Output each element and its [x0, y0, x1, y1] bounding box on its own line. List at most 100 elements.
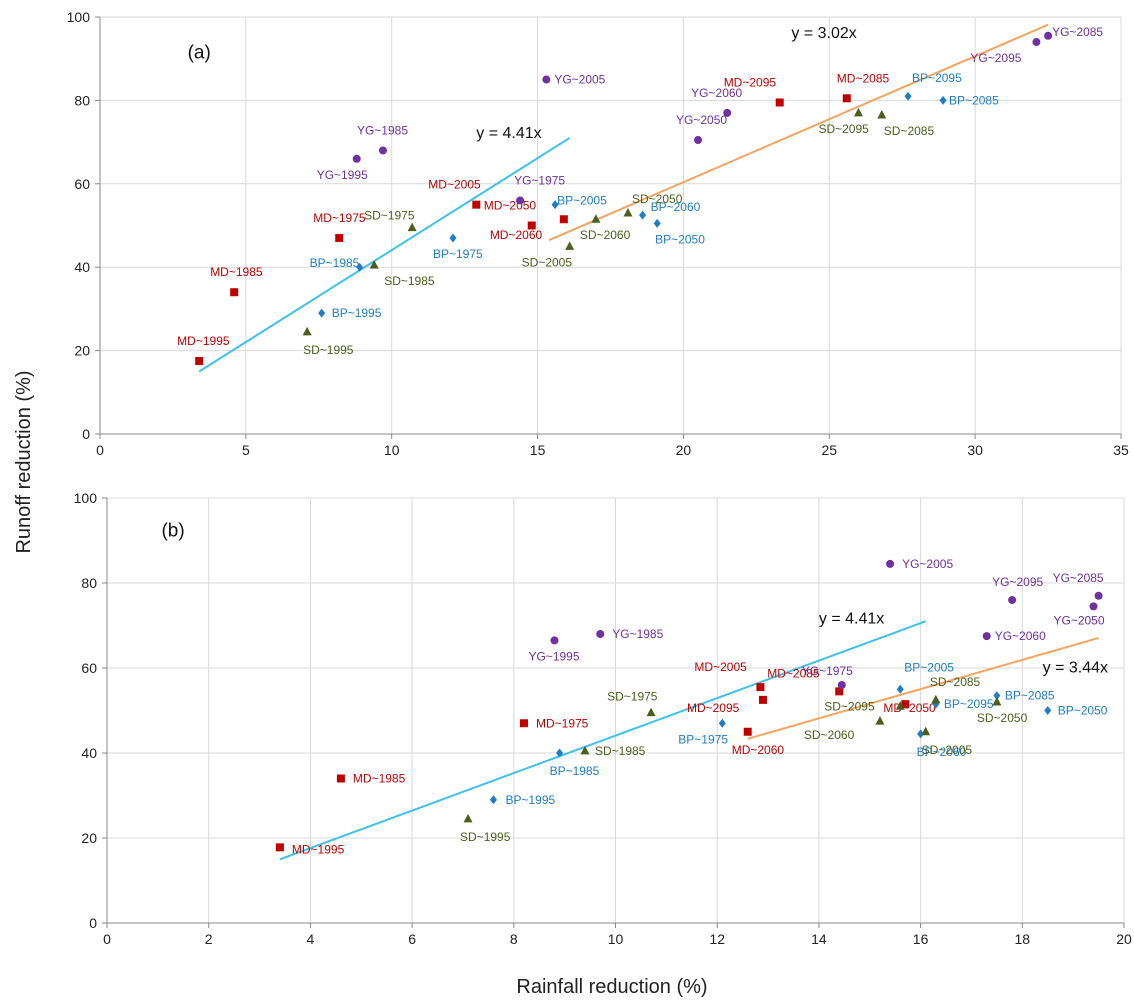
data-point-yg	[352, 154, 361, 163]
x-tick-label: 30	[967, 442, 983, 458]
data-point-md	[756, 683, 765, 692]
x-tick-label: 16	[913, 931, 929, 947]
data-point-sd	[591, 214, 601, 223]
data-point-sd	[875, 716, 885, 725]
data-point-sd	[853, 107, 863, 117]
data-point-label: MD~2050	[883, 701, 936, 715]
fit-line	[198, 137, 571, 373]
x-tick-label: 15	[530, 442, 546, 458]
data-point-label: MD~1995	[292, 842, 345, 856]
data-point-label: BP~2060	[651, 200, 701, 214]
panel-b: 0 2 4 6 8 10 12 14 16 18 20 0 20 40 60 80 100 (b) y = 4.41…	[74, 490, 1132, 947]
data-point-bp	[551, 200, 559, 210]
data-point-label: YG~2050	[1053, 613, 1104, 627]
data-point-label: YG~2060	[691, 86, 742, 100]
y-tick-label: 40	[81, 745, 97, 761]
data-point-sd	[623, 207, 633, 217]
data-point-sd	[992, 697, 1002, 706]
data-point-label: BP~2085	[1005, 689, 1055, 703]
fit-equation-label: y = 4.41x	[819, 610, 884, 627]
data-point-bp	[939, 95, 947, 105]
fit-equation-label: y = 3.44x	[1043, 659, 1108, 676]
y-tick-label: 60	[74, 176, 90, 192]
data-point-yg	[1044, 31, 1053, 40]
data-point-label: SD~2060	[580, 228, 631, 242]
data-point-label: MD~1975	[313, 211, 366, 225]
data-point-label: BP~2005	[904, 660, 954, 674]
data-point-bp	[1044, 706, 1052, 715]
data-point-bp	[917, 729, 925, 739]
data-point-yg	[694, 136, 703, 145]
data-point-bp	[653, 218, 661, 228]
data-point-sd	[877, 109, 887, 119]
data-point-bp	[718, 718, 726, 728]
data-point-md	[335, 234, 344, 243]
data-point-label: BP~2050	[655, 232, 705, 246]
x-tick-label: 20	[1116, 931, 1132, 947]
data-point-label: SD~2085	[930, 675, 981, 689]
data-point-yg	[1032, 38, 1041, 47]
data-point-sd	[369, 260, 379, 269]
data-point-bp	[318, 308, 326, 318]
data-point-sd	[921, 726, 931, 736]
data-point-label: YG~2095	[970, 51, 1021, 65]
y-tick-label: 20	[81, 830, 97, 846]
data-point-label: SD~2050	[632, 192, 683, 206]
data-point-bp	[896, 684, 904, 694]
x-axis-title: Rainfall reduction (%)	[516, 976, 707, 998]
data-point-label: YG~1985	[357, 123, 408, 137]
data-point-md	[275, 843, 284, 852]
y-axis-title: Runoff reduction (%)	[13, 370, 35, 553]
data-point-sd	[463, 813, 473, 823]
data-point-label: BP~1995	[505, 793, 555, 807]
data-point-sd	[407, 222, 417, 232]
fit-line	[747, 636, 1099, 740]
data-point-label: MD~1995	[177, 334, 230, 348]
y-tick-label: 100	[74, 490, 98, 506]
data-point-md	[519, 719, 528, 728]
data-point-md	[527, 221, 536, 230]
data-point-label: YG~2060	[995, 629, 1046, 643]
data-point-yg	[1008, 596, 1017, 604]
data-point-label: BP~2050	[1058, 704, 1108, 718]
data-point-label: MD~2095	[724, 75, 777, 89]
x-tick-label: 8	[510, 931, 518, 947]
data-point-yg	[1094, 591, 1103, 600]
data-point-sd	[646, 707, 656, 717]
data-point-yg	[886, 559, 895, 568]
x-tick-label: 0	[103, 931, 111, 947]
data-point-label: YG~2085	[1052, 25, 1103, 39]
data-point-label: MD~2060	[732, 743, 785, 757]
data-point-label: MD~2005	[428, 178, 481, 192]
x-tick-label: 4	[307, 931, 315, 947]
data-point-yg	[516, 196, 525, 205]
data-point-label: MD~2085	[837, 71, 890, 85]
data-point-label: BP~2005	[557, 194, 607, 208]
data-point-label: SD~1995	[460, 830, 511, 844]
data-point-label: YG~1995	[528, 649, 579, 663]
data-point-md	[472, 200, 481, 209]
panel-label: (b)	[161, 520, 184, 541]
y-tick-label: 100	[67, 9, 91, 25]
data-point-label: BP~1985	[310, 256, 360, 270]
x-tick-label: 18	[1015, 931, 1031, 947]
y-tick-label: 80	[81, 575, 97, 591]
data-point-label: MD~2005	[694, 660, 747, 674]
y-tick-label: 80	[74, 92, 90, 108]
data-point-yg	[550, 636, 559, 645]
data-point-bp	[904, 91, 912, 101]
data-point-md	[336, 774, 345, 783]
data-point-label: BP~2095	[944, 697, 994, 711]
data-point-label: SD~1975	[607, 690, 658, 704]
y-tick-label: 0	[82, 426, 90, 442]
data-point-md	[758, 695, 767, 704]
x-tick-label: 2	[205, 931, 213, 947]
data-point-label: MD~1985	[210, 265, 263, 279]
data-point-yg	[837, 681, 846, 689]
data-point-md	[835, 687, 844, 696]
data-point-label: BP~2085	[949, 93, 999, 107]
data-point-bp	[556, 748, 564, 758]
y-tick-label: 20	[74, 343, 90, 359]
panel-a: 0 5 10 15 20 25 30 35 0 20 40 60 80 100 (a) y = 4.41x y …	[67, 9, 1129, 458]
